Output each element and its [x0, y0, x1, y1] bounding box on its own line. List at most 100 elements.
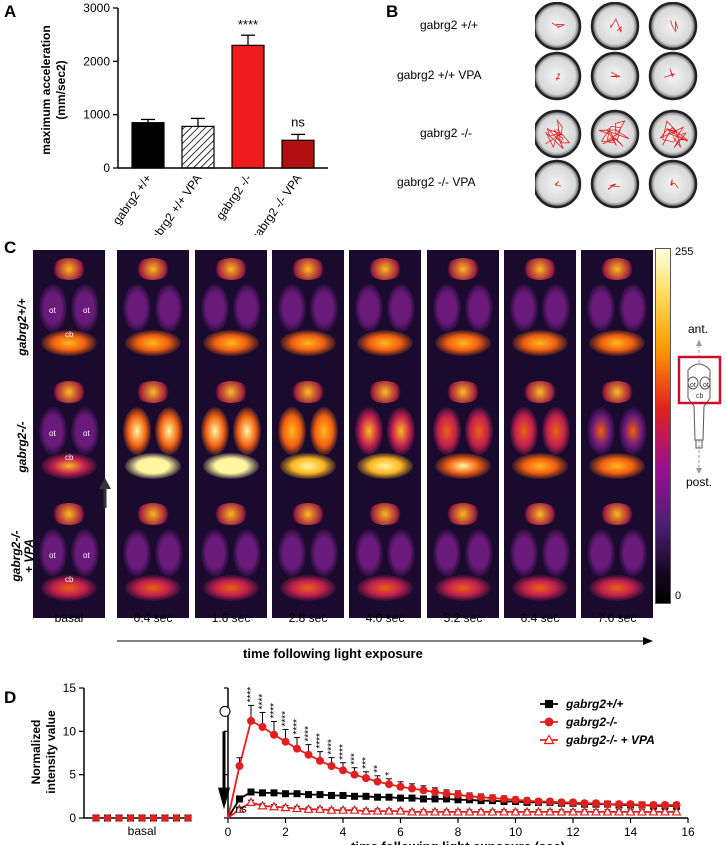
- data-point: [615, 800, 623, 809]
- ns-label: ns: [235, 804, 247, 816]
- optic-tectum-signal: [355, 529, 383, 577]
- optic-tectum-signal: [71, 529, 99, 577]
- significance-label: ns: [291, 114, 305, 129]
- swim-track: [670, 179, 679, 189]
- significance-label: ****: [281, 711, 292, 727]
- cerebellum-signal: [512, 453, 568, 479]
- brain-image: [504, 495, 576, 618]
- forebrain-signal: [599, 503, 635, 525]
- swim-track: [608, 183, 621, 190]
- colorbar-min: 0: [675, 590, 682, 602]
- x-tick-label: 2: [282, 825, 289, 839]
- data-point: [397, 794, 404, 802]
- data-point: [281, 737, 290, 746]
- data-point: [590, 806, 602, 816]
- brain-image: [117, 495, 189, 618]
- optic-tectum-signal: [278, 284, 306, 332]
- bar-chart-a: 0 1000 2000 3000 maximum acceleration(mm/sec…: [39, 1, 328, 235]
- data-point: [408, 784, 416, 793]
- brain-image: ot ot cb: [33, 373, 105, 496]
- data-point: [544, 806, 556, 816]
- data-point: [649, 801, 658, 809]
- orient-ant: ant.: [688, 322, 709, 336]
- data-point: [259, 789, 266, 797]
- y-tick-label: 0: [103, 161, 110, 175]
- y-tick-label: 15: [63, 681, 77, 695]
- swim-track: [545, 119, 571, 149]
- data-point: [247, 788, 255, 796]
- cerebellum-signal: [203, 453, 259, 479]
- optic-tectum-signal: [465, 284, 493, 332]
- cerebellum-signal: [589, 453, 645, 479]
- optic-tectum-signal: [387, 284, 415, 332]
- brain-image: [195, 495, 267, 618]
- optic-tectum-signal: [433, 529, 461, 577]
- cerebellum-signal: [357, 453, 413, 479]
- dish: [535, 2, 582, 51]
- x-tick-label: 14: [624, 825, 638, 839]
- brain-image: ot ot cb: [33, 250, 105, 373]
- optic-tectum-signal: [510, 529, 538, 577]
- category-label: gabrg2 -/-: [213, 172, 254, 223]
- forebrain-signal: [213, 258, 249, 280]
- data-point: [234, 804, 245, 813]
- cerebellum-signal: [435, 330, 491, 356]
- cerebellum-signal: [41, 575, 97, 601]
- optic-tectum-signal: [465, 407, 493, 455]
- time-label: 5.2 sec: [443, 611, 483, 625]
- dish: [590, 2, 640, 51]
- forebrain-signal: [135, 503, 171, 525]
- forebrain-signal: [522, 381, 558, 403]
- basal-marker: [92, 814, 100, 822]
- optic-tectum-signal: [433, 407, 461, 455]
- optic-tectum-signal: [155, 284, 183, 332]
- data-point: [258, 723, 267, 731]
- x-tick-label: 0: [225, 825, 232, 839]
- data-point: [579, 806, 590, 816]
- forebrain-signal: [599, 258, 635, 280]
- brain-image: [349, 373, 421, 496]
- x-tick-label: 12: [566, 825, 580, 839]
- data-point: [671, 806, 682, 816]
- data-point: [282, 790, 289, 798]
- data-point: [268, 801, 280, 811]
- fish-schematic: ot ot cb: [677, 340, 722, 474]
- cb-label: cb: [65, 453, 74, 462]
- data-point: [304, 750, 313, 759]
- forebrain-signal: [51, 503, 87, 525]
- swim-track: [555, 73, 561, 81]
- data-point: [464, 806, 475, 816]
- brain-image: [117, 373, 189, 496]
- y-tick-label: 3000: [83, 1, 110, 15]
- optic-tectum-signal: [587, 407, 615, 455]
- brain-image: [427, 373, 499, 496]
- ot-label: ot: [49, 551, 56, 560]
- brain-image: [427, 250, 499, 373]
- data-point: [431, 788, 439, 796]
- data-point: [557, 798, 566, 807]
- data-point: [475, 806, 487, 816]
- basal-marker: [184, 814, 192, 822]
- data-point: [280, 802, 291, 812]
- x-tick-label: 6: [397, 825, 404, 839]
- data-point: [373, 777, 382, 786]
- swim-track: [554, 180, 562, 187]
- data-point: [613, 806, 625, 816]
- brain-image: [427, 495, 499, 618]
- forebrain-signal: [445, 503, 481, 525]
- data-point: [500, 794, 508, 803]
- cerebellum-signal: [512, 330, 568, 356]
- forebrain-signal: [290, 381, 326, 403]
- cerebellum-signal: [125, 330, 181, 356]
- data-point: [452, 806, 464, 816]
- cerebellum-signal: [357, 575, 413, 601]
- brain-image: [117, 250, 189, 373]
- significance-label: ****: [292, 719, 303, 735]
- data-point: [429, 806, 441, 816]
- data-point: [465, 792, 474, 801]
- time-label: 4.0 sec: [365, 611, 405, 625]
- data-point: [567, 806, 579, 816]
- data-point: [339, 791, 347, 799]
- up-arrow: [99, 478, 111, 508]
- y-tick-label: 0: [69, 811, 76, 825]
